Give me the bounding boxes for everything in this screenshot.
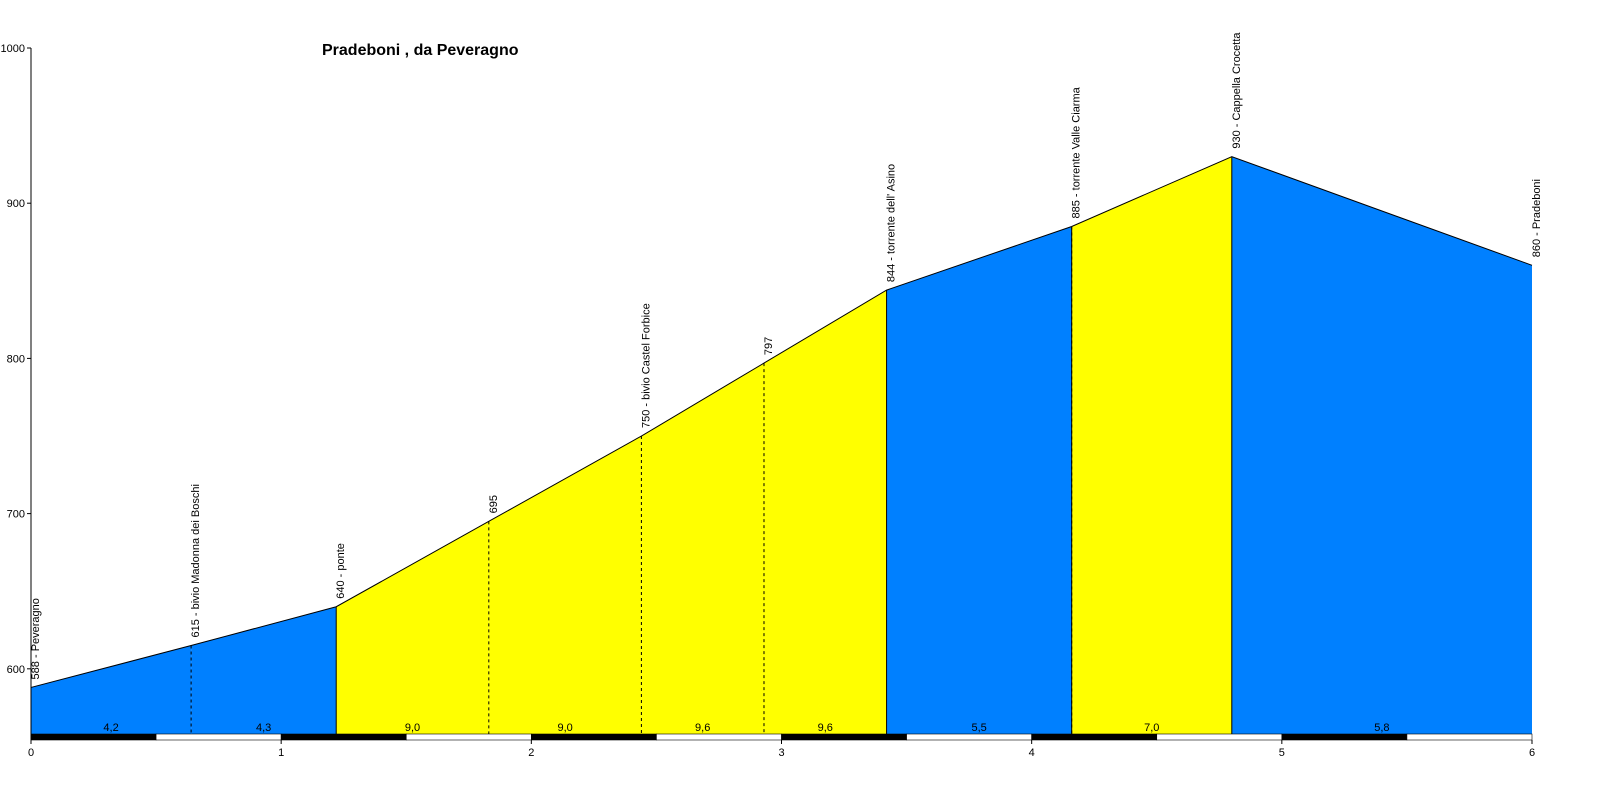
x-tick-label: 1 — [278, 747, 284, 759]
distance-bar-block — [656, 733, 782, 741]
segment-dividers — [190, 156, 1233, 734]
distance-bar-block — [1031, 733, 1158, 741]
grade-label: 9,0 — [405, 722, 420, 734]
chart-title: Pradeboni , da Peveragno — [322, 42, 519, 59]
point-label: 885 - torrente Valle Ciarma — [1071, 86, 1083, 218]
distance-bar-block — [1406, 733, 1533, 741]
point-labels: 588 - Peveragno 615 - bivio Madonna dei B… — [30, 32, 1543, 680]
grade-label: 5,5 — [971, 722, 986, 734]
point-label: 797 — [763, 337, 775, 355]
segment-area-6 — [763, 290, 887, 734]
grade-label: 4,2 — [103, 722, 118, 734]
point-label: 844 - torrente dell' Asino — [886, 164, 898, 282]
point-label: 750 - bivio Castel Forbice — [640, 303, 652, 428]
point-label: 695 — [488, 495, 500, 513]
point-label: 615 - bivio Madonna dei Boschi — [190, 484, 202, 637]
distance-bar-block — [906, 733, 1032, 741]
grade-label: 9,6 — [818, 722, 833, 734]
segment-area-2 — [191, 606, 337, 734]
grade-labels: 4,2 4,3 9,0 9,0 9,6 9,6 5,5 7,0 5,8 — [103, 722, 1389, 734]
segment-area-8 — [1071, 156, 1232, 735]
x-tick-label: 3 — [778, 747, 784, 759]
grade-label: 5,8 — [1374, 722, 1389, 734]
distance-bar — [30, 733, 1533, 741]
profile-line — [30, 156, 1533, 688]
distance-bar-block — [781, 733, 907, 741]
grade-label: 4,3 — [256, 722, 271, 734]
segment-area-1 — [31, 645, 192, 734]
distance-bar-block — [155, 733, 282, 741]
point-label: 860 - Pradeboni — [1531, 179, 1543, 257]
point-label: 930 - Cappella Crocetta — [1231, 32, 1243, 149]
distance-bar-block — [30, 733, 157, 741]
distance-bar-block — [1156, 733, 1283, 741]
y-tick-label: 600 — [7, 664, 25, 676]
y-tick-label: 900 — [7, 198, 25, 210]
profile-outline — [30, 156, 1533, 688]
x-tick-label: 4 — [1029, 747, 1035, 759]
grade-label: 7,0 — [1144, 722, 1159, 734]
distance-bar-block — [405, 733, 532, 741]
segment-area-3 — [336, 521, 489, 734]
profile-areas — [31, 156, 1532, 735]
distance-bar-block — [280, 733, 407, 741]
y-tick-label: 700 — [7, 509, 25, 521]
distance-bar-block — [1281, 733, 1408, 741]
point-label: 588 - Peveragno — [30, 598, 42, 679]
x-tick-label: 2 — [528, 747, 534, 759]
point-label: 640 - ponte — [335, 543, 347, 599]
segment-area-5 — [641, 363, 764, 734]
x-axis-ticks: 0 1 2 3 4 5 6 — [28, 740, 1535, 759]
segment-area-4 — [488, 436, 642, 734]
x-tick-label: 0 — [28, 747, 34, 759]
segment-area-7 — [886, 226, 1072, 734]
distance-bar-block — [531, 733, 657, 741]
segment-area-9 — [1231, 156, 1532, 735]
y-tick-label: 1000 — [1, 43, 25, 55]
x-tick-label: 5 — [1279, 747, 1285, 759]
y-tick-label: 800 — [7, 353, 25, 365]
x-tick-label: 6 — [1529, 747, 1535, 759]
grade-label: 9,6 — [695, 722, 710, 734]
y-axis-ticks: 600 700 800 900 1000 — [1, 43, 31, 676]
grade-label: 9,0 — [557, 722, 572, 734]
